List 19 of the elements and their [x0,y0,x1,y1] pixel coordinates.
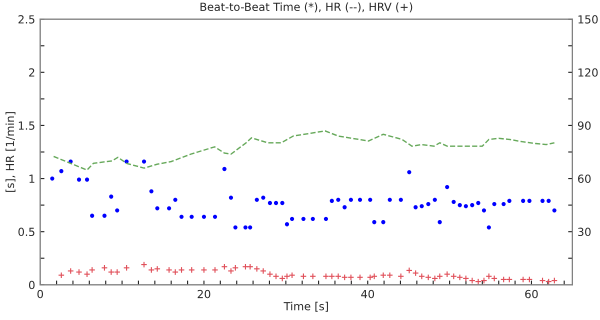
chart-title: Beat-to-Beat Time (*), HR (--), HRV (+) [200,2,412,12]
y2-tick-label: 30 [578,228,591,236]
y-tick-label: 0 [29,280,35,290]
y2-tick-label: 60 [578,174,591,183]
x-tick-label: 0 [37,290,43,298]
x-axis-title: Time [s] [284,302,328,312]
y-tick-label: 1.5 [18,122,34,130]
y2-tick-label: 150 [578,15,598,24]
line-series [52,130,556,171]
y-tick-label: 2 [29,68,34,77]
y-tick-label: 0.5 [18,228,34,236]
x-tick-label: 20 [198,290,210,298]
y-axis-title: [s], HR [1/min] [6,112,16,192]
y-tick-label: 1 [29,174,34,183]
x-tick-label: 40 [361,290,374,298]
y2-tick-label: 120 [578,68,598,77]
y-tick-label: 2.5 [18,15,34,24]
y2-tick-label: 90 [578,121,591,130]
x-tick-label: 60 [525,290,538,298]
